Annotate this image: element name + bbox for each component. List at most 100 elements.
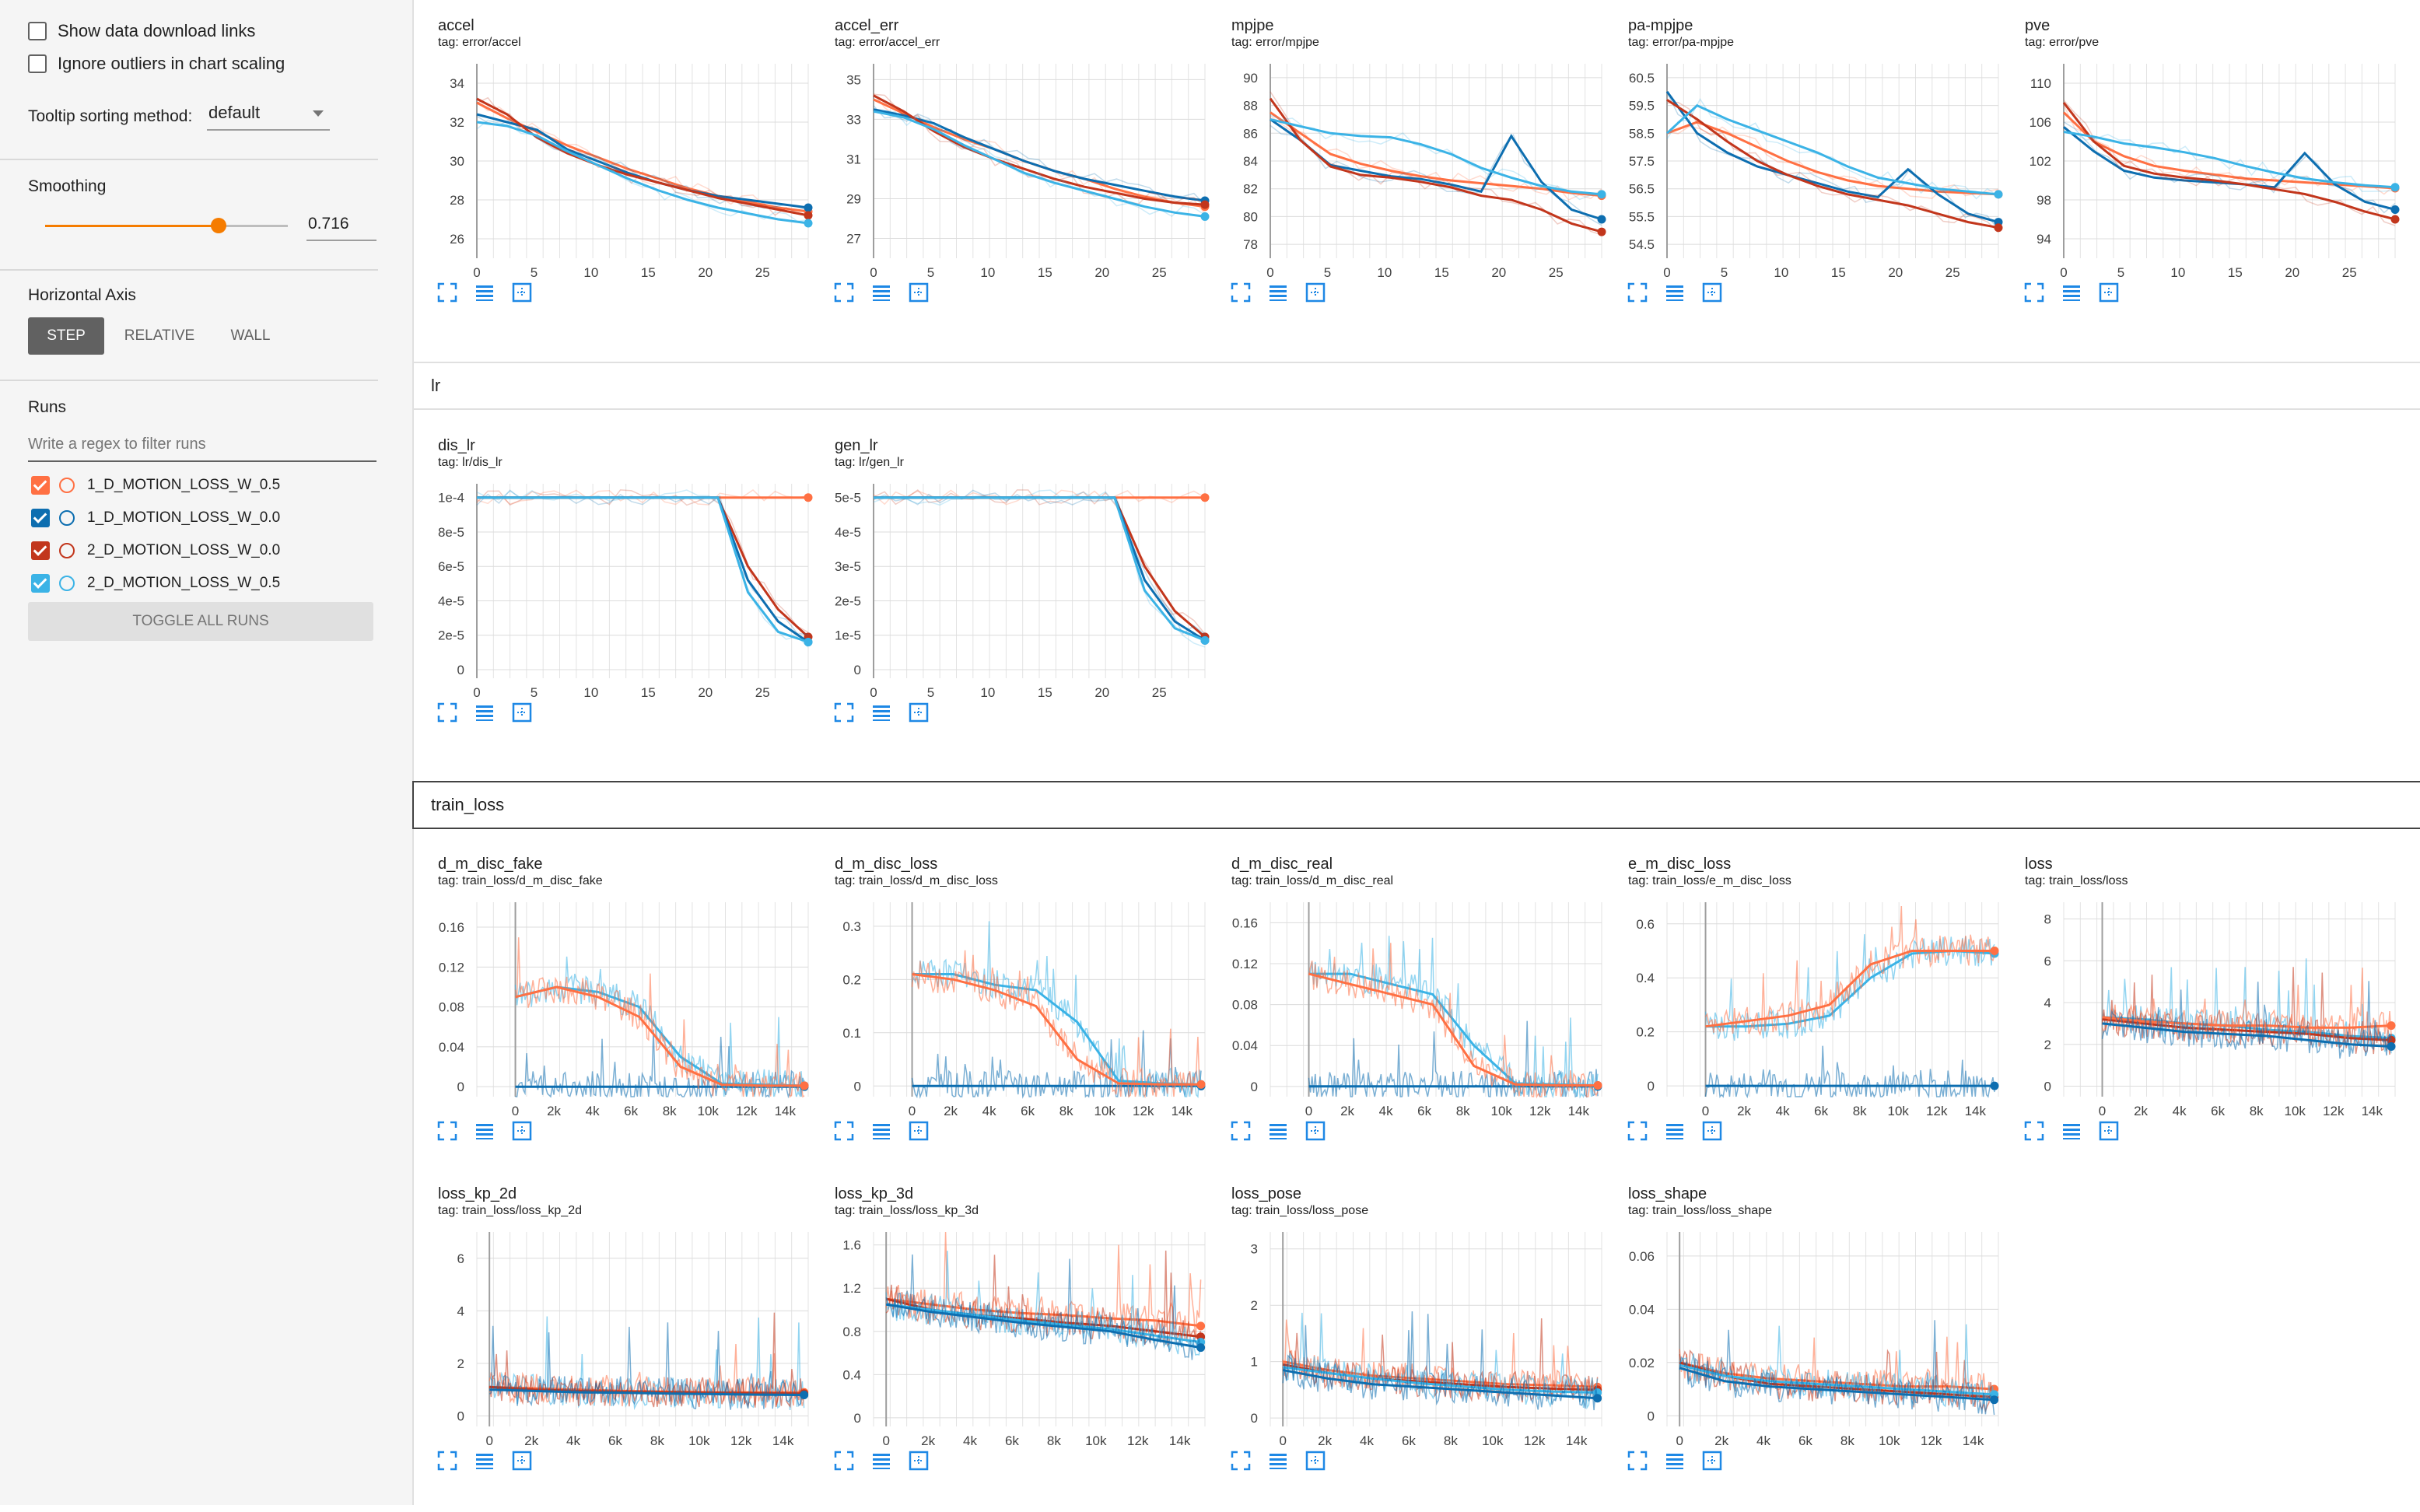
data-table-icon[interactable] <box>1664 1450 1686 1472</box>
run-color-circle-icon[interactable] <box>59 543 75 558</box>
series-line[interactable] <box>1282 1369 1598 1400</box>
data-table-icon[interactable] <box>870 1450 892 1472</box>
series-end-point[interactable] <box>1196 1321 1206 1331</box>
series-end-point[interactable] <box>1994 223 2003 233</box>
toggle-all-runs-button[interactable]: TOGGLE ALL RUNS <box>28 602 373 641</box>
fullscreen-icon[interactable] <box>2023 282 2045 303</box>
fit-domain-icon[interactable] <box>2098 282 2120 303</box>
data-table-icon[interactable] <box>474 702 496 723</box>
fit-domain-icon[interactable] <box>511 702 533 723</box>
series-line[interactable] <box>1665 103 1999 196</box>
series-end-point[interactable] <box>800 1081 809 1090</box>
series-line[interactable] <box>476 121 809 225</box>
series-end-point[interactable] <box>1597 227 1606 236</box>
series-line[interactable] <box>515 985 805 1087</box>
data-table-icon[interactable] <box>1267 1450 1289 1472</box>
series-end-point[interactable] <box>2390 183 2400 192</box>
chart-plot[interactable]: 0 1 2 3 0 2k 4k 6k 8k 10k 12k 14k <box>1208 1227 1613 1453</box>
checkbox-box[interactable] <box>28 22 47 40</box>
chart-plot[interactable]: 0 2 4 6 8 0 2k 4k 6k 8k 10k 12k 14k <box>2001 898 2406 1123</box>
series-line[interactable] <box>1666 99 1999 229</box>
fit-domain-icon[interactable] <box>511 282 533 303</box>
series-line[interactable] <box>885 1303 1201 1349</box>
fit-domain-icon[interactable] <box>2098 1120 2120 1142</box>
series-end-point[interactable] <box>804 211 813 220</box>
series-end-point[interactable] <box>1196 1343 1206 1353</box>
show-download-links-checkbox[interactable]: Show data download links <box>28 16 255 47</box>
chart-plot[interactable]: 78 80 82 84 86 88 90 0 5 10 15 20 25 <box>1208 59 1613 285</box>
series-end-point[interactable] <box>1597 190 1606 199</box>
fullscreen-icon[interactable] <box>833 1120 855 1142</box>
fit-domain-icon[interactable] <box>908 702 930 723</box>
series-line[interactable] <box>874 496 1206 642</box>
series-line[interactable] <box>873 108 1206 202</box>
chart-plot[interactable]: 26 28 30 32 34 0 5 10 15 20 25 <box>415 59 819 285</box>
axis-relative-button[interactable]: RELATIVE <box>124 327 195 344</box>
chart-plot[interactable]: 0 0.4 0.8 1.2 1.6 0 2k 4k 6k 8k 10k 12k 14k <box>811 1227 1216 1453</box>
series-end-point[interactable] <box>1593 1081 1602 1090</box>
fit-domain-icon[interactable] <box>908 1450 930 1472</box>
run-item[interactable]: 2_D_MOTION_LOSS_W_0.5 <box>31 569 280 597</box>
data-table-icon[interactable] <box>2061 282 2082 303</box>
series-end-point[interactable] <box>804 638 813 647</box>
series-line[interactable] <box>2062 111 2396 190</box>
tooltip-sorting-select[interactable]: default <box>207 101 330 131</box>
series-line[interactable] <box>912 973 1202 1086</box>
run-item[interactable]: 1_D_MOTION_LOSS_W_0.5 <box>31 471 280 499</box>
data-table-icon[interactable] <box>870 1120 892 1142</box>
series-line[interactable] <box>1270 111 1602 198</box>
fit-domain-icon[interactable] <box>908 1120 930 1142</box>
series-line[interactable] <box>1679 1367 1994 1402</box>
series-line[interactable] <box>886 1303 1201 1344</box>
data-table-icon[interactable] <box>474 1120 496 1142</box>
series-end-point[interactable] <box>1994 190 2003 199</box>
fit-domain-icon[interactable] <box>511 1120 533 1142</box>
series-end-point[interactable] <box>2387 1021 2396 1031</box>
fullscreen-icon[interactable] <box>436 1120 458 1142</box>
series-line[interactable] <box>1270 117 1602 196</box>
fit-domain-icon[interactable] <box>1305 1120 1326 1142</box>
series-end-point[interactable] <box>1597 215 1606 224</box>
fullscreen-icon[interactable] <box>1230 1120 1252 1142</box>
chart-plot[interactable]: 0 0.04 0.08 0.12 0.16 0 2k 4k 6k 8k 10k 12k 14k <box>1208 898 1613 1123</box>
checkbox-box[interactable] <box>28 54 47 73</box>
chart-plot[interactable]: 54.5 55.5 56.5 57.5 58.5 59.5 60.5 0 5 10 15 20 25 <box>1605 59 2009 285</box>
chart-plot[interactable]: 0 2e-5 4e-5 6e-5 8e-5 1e-4 0 5 10 15 20 25 <box>415 479 819 705</box>
data-table-icon[interactable] <box>870 702 892 723</box>
series-line[interactable] <box>1308 972 1599 1087</box>
data-table-icon[interactable] <box>1267 282 1289 303</box>
series-end-point[interactable] <box>2390 215 2400 224</box>
run-color-circle-icon[interactable] <box>59 576 75 591</box>
series-line[interactable] <box>477 496 809 643</box>
fullscreen-icon[interactable] <box>2023 1120 2045 1142</box>
series-line[interactable] <box>2062 102 2396 221</box>
chart-plot[interactable]: 0 2 4 6 0 2k 4k 6k 8k 10k 12k 14k <box>415 1227 819 1453</box>
run-checkbox[interactable] <box>31 541 50 560</box>
series-end-point[interactable] <box>1200 200 1210 209</box>
series-end-point[interactable] <box>2390 205 2400 214</box>
fit-domain-icon[interactable] <box>908 282 930 303</box>
series-end-point[interactable] <box>804 493 813 502</box>
series-line[interactable] <box>1269 97 1602 233</box>
series-end-point[interactable] <box>800 1390 809 1399</box>
series-line[interactable] <box>912 973 1202 1086</box>
series-line[interactable] <box>1666 121 1999 196</box>
fit-domain-icon[interactable] <box>1701 1120 1723 1142</box>
data-table-icon[interactable] <box>2061 1120 2082 1142</box>
series-end-point[interactable] <box>1990 1081 1999 1090</box>
smoothing-slider-thumb[interactable] <box>211 218 227 233</box>
run-filter-input[interactable]: Write a regex to filter runs <box>28 432 376 462</box>
chart-plot[interactable]: 94 98 102 106 110 0 5 10 15 20 25 <box>2001 59 2406 285</box>
series-end-point[interactable] <box>1200 493 1210 502</box>
smoothing-input[interactable]: 0.716 <box>306 212 376 241</box>
fullscreen-icon[interactable] <box>1627 1120 1648 1142</box>
run-checkbox[interactable] <box>31 574 50 593</box>
series-line[interactable] <box>489 1388 804 1396</box>
fit-domain-icon[interactable] <box>1701 1450 1723 1472</box>
fit-domain-icon[interactable] <box>1305 282 1326 303</box>
fullscreen-icon[interactable] <box>436 282 458 303</box>
axis-wall-button[interactable]: WALL <box>230 327 271 344</box>
run-item[interactable]: 2_D_MOTION_LOSS_W_0.0 <box>31 537 280 565</box>
group-header-lr[interactable]: lr <box>412 362 2420 410</box>
run-color-circle-icon[interactable] <box>59 510 75 526</box>
